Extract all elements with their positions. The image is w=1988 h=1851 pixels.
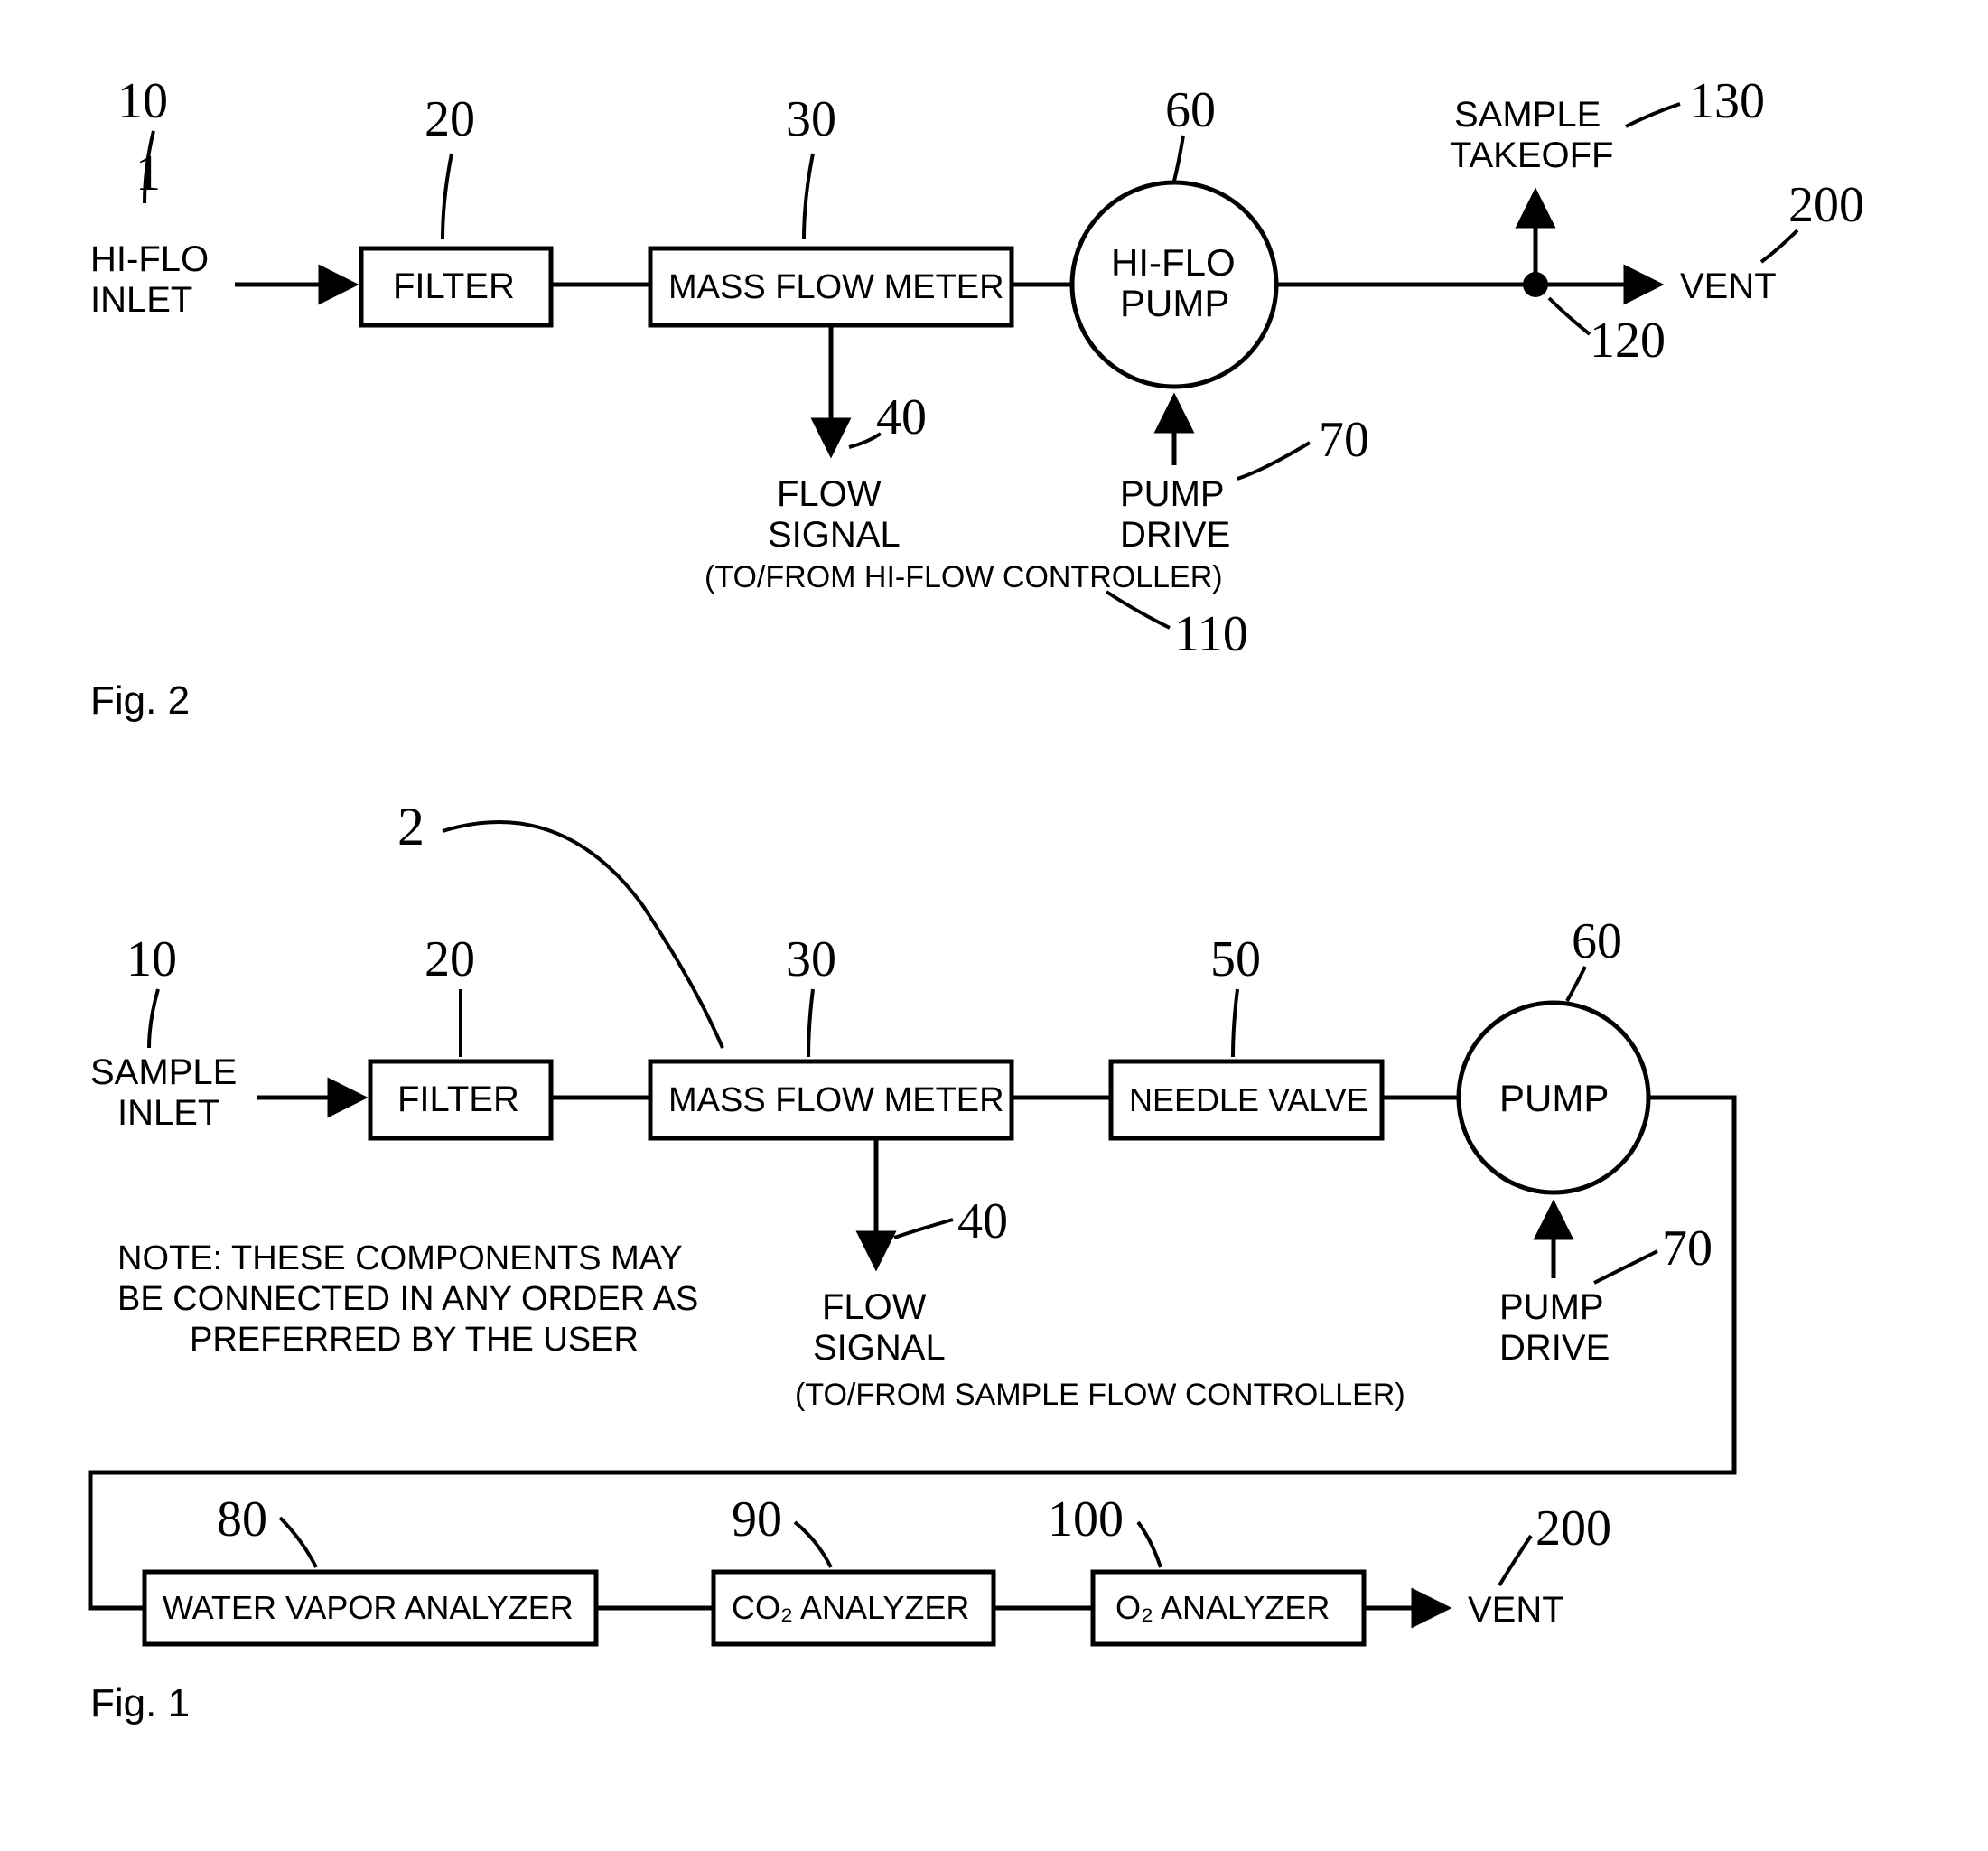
fig2-pumpdrive-1: PUMP [1120,474,1225,514]
fig1-vent-label: VENT [1468,1590,1564,1630]
fig2-filter-label: FILTER [393,266,515,306]
fig1-mfm-label: MASS FLOW METER [668,1081,1004,1119]
fig1-leader-90 [795,1522,831,1567]
fig1-leader-50 [1233,989,1237,1057]
fig1-flowsignal-2: SIGNAL [813,1328,946,1368]
fig1-caption: Fig. 1 [90,1681,190,1725]
fig1-ref-40: 40 [957,1193,1008,1249]
fig2-ref-10: 10 [117,73,168,129]
fig1-filter-label: FILTER [397,1080,519,1119]
fig2-leader-60 [1174,136,1183,181]
fig1-leader-10 [149,989,158,1048]
fig2-ref-110: 110 [1174,606,1248,662]
fig2-leader-30 [804,154,813,239]
fig2-leader-120 [1549,298,1590,334]
fig1-note-3: PREFERRED BY THE USER [190,1321,639,1359]
fig2-leader-200 [1761,230,1797,262]
fig1-co2-label: CO₂ ANALYZER [732,1589,969,1626]
fig1-controller-text: (TO/FROM SAMPLE FLOW CONTROLLER) [795,1378,1405,1412]
fig2-caption: Fig. 2 [90,678,190,723]
fig1-ref-20: 20 [425,931,475,987]
fig1-ref-70: 70 [1662,1220,1713,1276]
fig-2: HI-FLO INLET FILTER MASS FLOW METER HI-F… [90,73,1864,723]
fig2-ref-70: 70 [1319,412,1369,468]
fig1-o2-label: O₂ ANALYZER [1115,1589,1330,1626]
fig1-leader-100 [1138,1522,1161,1567]
fig1-leader-30 [808,989,813,1057]
fig2-flowsignal-1: FLOW [777,474,882,514]
diagram-canvas: HI-FLO INLET FILTER MASS FLOW METER HI-F… [0,0,1988,1851]
fig2-leader-70 [1237,443,1310,479]
fig2-leader-110 [1106,592,1170,628]
fig2-mfm-label: MASS FLOW METER [668,268,1004,306]
fig1-ref-80: 80 [217,1491,267,1547]
fig1-leader-2 [443,822,723,1048]
fig-1: SAMPLE INLET FILTER MASS FLOW METER NEED… [90,797,1734,1725]
fig2-leader-20 [443,154,452,239]
fig2-ref-20: 20 [425,91,475,147]
fig2-ref-30: 30 [786,91,836,147]
fig1-pump-label: PUMP [1499,1077,1609,1119]
fig1-needle-label: NEEDLE VALVE [1129,1081,1368,1118]
fig1-inlet-label-1: SAMPLE [90,1052,237,1092]
fig2-ref-60: 60 [1165,82,1216,138]
fig2-flowsignal-2: SIGNAL [768,515,901,555]
fig2-pumpdrive-2: DRIVE [1120,515,1230,555]
fig2-leader-130 [1626,104,1680,126]
fig1-flowsignal-1: FLOW [822,1287,927,1327]
fig1-note-2: BE CONNECTED IN ANY ORDER AS [117,1280,698,1318]
fig2-pump-label-2: PUMP [1120,282,1229,324]
fig2-ref-130: 130 [1689,73,1765,129]
fig1-ref-50: 50 [1210,931,1261,987]
fig2-inlet-label-2: INLET [90,280,192,320]
fig1-leader-200 [1499,1536,1531,1585]
fig2-ref-1: 1 [135,145,161,201]
fig2-takeoff-label-2: TAKEOFF [1450,136,1613,175]
fig1-ref-2: 2 [397,797,425,856]
fig1-leader-40 [894,1220,953,1238]
fig1-pumpdrive-2: DRIVE [1499,1328,1610,1368]
fig1-ref-100: 100 [1048,1491,1124,1547]
fig1-leader-70 [1594,1251,1657,1283]
fig1-pumpdrive-1: PUMP [1499,1287,1604,1327]
fig2-vent-label: VENT [1680,266,1777,306]
fig1-ref-60: 60 [1572,913,1622,969]
fig2-ref-120: 120 [1590,313,1666,369]
fig2-controller-text: (TO/FROM HI-FLOW CONTROLLER) [705,560,1223,594]
fig2-takeoff-label-1: SAMPLE [1454,95,1601,135]
fig1-leader-60 [1567,967,1585,1001]
fig2-inlet-label-1: HI-FLO [90,239,209,279]
fig1-leader-80 [280,1518,316,1567]
fig1-ref-30: 30 [786,931,836,987]
fig1-note-1: NOTE: THESE COMPONENTS MAY [117,1239,683,1277]
fig2-ref-40: 40 [876,389,927,445]
fig2-pump-label-1: HI-FLO [1111,241,1236,284]
fig1-ref-90: 90 [732,1491,782,1547]
fig1-ref-10: 10 [126,931,177,987]
fig2-ref-200: 200 [1788,177,1864,233]
fig1-ref-200: 200 [1535,1500,1611,1557]
fig1-inlet-label-2: INLET [117,1093,219,1133]
fig1-wva-label: WATER VAPOR ANALYZER [163,1589,574,1626]
